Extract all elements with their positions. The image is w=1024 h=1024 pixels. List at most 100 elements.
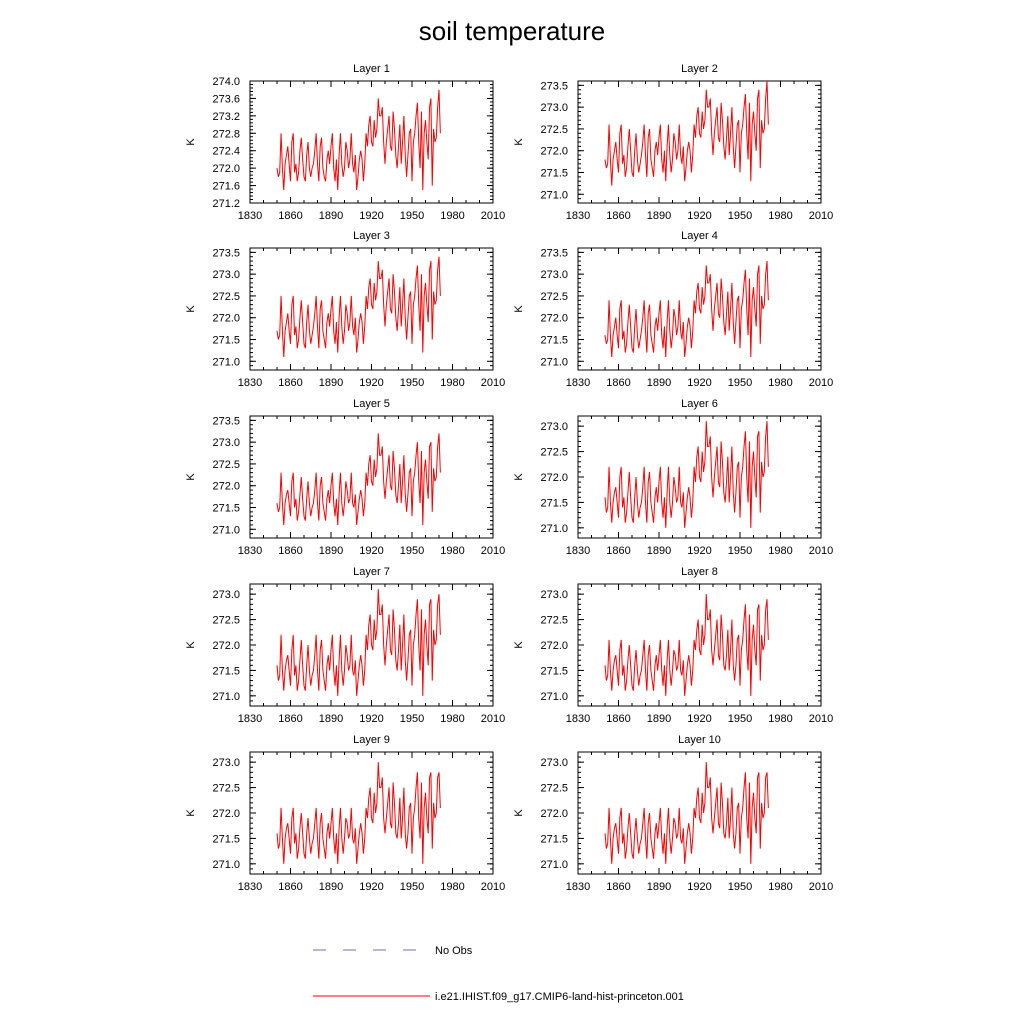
y-axis-label: K <box>513 641 525 649</box>
x-tick-label: 1920 <box>687 713 711 725</box>
panel-layer-1: Layer 1 1830 1860 1890 1920 1950 1980 2010 271.2… <box>185 63 505 222</box>
y-tick-label: 272.5 <box>540 615 568 627</box>
y-tick-label: 273.0 <box>212 269 240 281</box>
x-tick-label: 1920 <box>687 210 711 222</box>
x-tick-label: 1890 <box>319 545 343 557</box>
x-tick-label: 1980 <box>768 713 792 725</box>
y-tick-label: 272.5 <box>540 291 568 303</box>
x-tick-label: 1860 <box>606 377 630 389</box>
x-tick-label: 1920 <box>359 210 383 222</box>
x-tick-label: 2010 <box>481 377 505 389</box>
x-tick-label: 1890 <box>319 713 343 725</box>
y-axis-label: K <box>513 473 525 481</box>
x-tick-label: 1980 <box>440 210 464 222</box>
y-tick-label: 272.5 <box>212 459 240 471</box>
x-tick-label: 1830 <box>238 210 262 222</box>
x-tick-label: 1890 <box>319 881 343 893</box>
x-tick-label: 1950 <box>728 545 752 557</box>
plot-frame <box>249 247 494 371</box>
x-tick-label: 1860 <box>606 210 630 222</box>
y-tick-label: 271.0 <box>540 356 568 368</box>
x-tick-label: 1890 <box>319 210 343 222</box>
y-tick-label: 273.0 <box>540 589 568 601</box>
y-tick-label: 273.2 <box>212 111 240 123</box>
x-tick-label: 1890 <box>647 210 671 222</box>
y-tick-label: 273.6 <box>212 93 240 105</box>
legend-label-model: i.e21.IHIST.f09_g17.CMIP6-land-hist-prin… <box>435 991 684 1003</box>
panel-layer-8: Layer 8 1830 1860 1890 1920 1950 1980 2010 271.0… <box>513 566 833 725</box>
x-tick-label: 1860 <box>606 713 630 725</box>
y-tick-label: 271.5 <box>212 503 240 515</box>
x-tick-label: 1950 <box>400 881 424 893</box>
y-tick-label: 273.0 <box>212 589 240 601</box>
x-tick-label: 1950 <box>400 377 424 389</box>
panel-title: Layer 3 <box>353 230 390 242</box>
legend-label-no-obs: No Obs <box>435 945 473 957</box>
y-tick-label: 272.0 <box>212 640 240 652</box>
x-tick-label: 1950 <box>728 881 752 893</box>
panel-layer-3: Layer 3 1830 1860 1890 1920 1950 1980 2010 271.0… <box>185 230 505 389</box>
y-tick-label: 272.5 <box>212 615 240 627</box>
y-tick-label: 273.0 <box>212 757 240 769</box>
x-tick-label: 1920 <box>359 713 383 725</box>
y-tick-label: 273.5 <box>540 247 568 259</box>
series-line <box>604 421 769 528</box>
panel-layer-9: Layer 9 1830 1860 1890 1920 1950 1980 2010 271.0… <box>185 734 505 893</box>
panel-title: Layer 6 <box>681 398 718 410</box>
plot-frame <box>577 80 822 204</box>
x-tick-label: 1980 <box>768 881 792 893</box>
y-tick-label: 271.0 <box>540 189 568 201</box>
y-tick-label: 271.0 <box>212 691 240 703</box>
panel-layer-10: Layer 10 1830 1860 1890 1920 1950 1980 2010 271.… <box>513 734 833 893</box>
y-tick-label: 271.0 <box>540 859 568 871</box>
y-tick-label: 273.0 <box>540 269 568 281</box>
x-tick-label: 1950 <box>728 210 752 222</box>
y-tick-label: 272.0 <box>212 481 240 493</box>
y-tick-label: 273.5 <box>212 415 240 427</box>
y-tick-label: 271.5 <box>540 833 568 845</box>
y-tick-label: 272.0 <box>540 313 568 325</box>
x-tick-label: 2010 <box>809 545 833 557</box>
x-tick-label: 1920 <box>687 881 711 893</box>
series-line <box>604 762 769 864</box>
x-tick-label: 1950 <box>728 377 752 389</box>
panel-title: Layer 5 <box>353 398 390 410</box>
y-tick-label: 271.6 <box>212 181 240 193</box>
x-tick-label: 2010 <box>809 210 833 222</box>
y-tick-label: 271.2 <box>212 198 240 210</box>
series-line <box>604 80 769 186</box>
y-tick-label: 271.5 <box>540 497 568 509</box>
x-tick-label: 2010 <box>481 881 505 893</box>
x-tick-label: 2010 <box>809 713 833 725</box>
x-tick-label: 2010 <box>809 377 833 389</box>
y-tick-label: 273.5 <box>540 80 568 92</box>
x-tick-label: 1830 <box>566 545 590 557</box>
x-tick-label: 1830 <box>238 713 262 725</box>
chart-panels: Layer 1 1830 1860 1890 1920 1950 1980 2010 271.2… <box>185 63 833 893</box>
x-tick-label: 1950 <box>400 210 424 222</box>
y-tick-label: 271.5 <box>540 168 568 180</box>
y-tick-label: 272.5 <box>540 124 568 136</box>
x-tick-label: 1950 <box>400 545 424 557</box>
y-tick-label: 272.0 <box>540 146 568 158</box>
y-tick-label: 272.0 <box>540 640 568 652</box>
x-tick-label: 1890 <box>647 377 671 389</box>
panel-layer-4: Layer 4 1830 1860 1890 1920 1950 1980 2010 271.0… <box>513 230 833 389</box>
y-axis-label: K <box>185 138 197 146</box>
panel-title: Layer 8 <box>681 566 718 578</box>
y-tick-label: 273.0 <box>540 102 568 114</box>
series-line <box>276 89 441 190</box>
x-tick-label: 1860 <box>278 210 302 222</box>
x-tick-label: 1920 <box>359 545 383 557</box>
x-tick-label: 2010 <box>481 545 505 557</box>
series-line <box>604 594 769 696</box>
y-tick-label: 271.0 <box>212 859 240 871</box>
y-tick-label: 272.5 <box>540 447 568 459</box>
y-axis-label: K <box>513 138 525 146</box>
y-axis-label: K <box>513 809 525 817</box>
x-tick-label: 1830 <box>238 377 262 389</box>
x-tick-label: 1920 <box>359 377 383 389</box>
panel-title: Layer 9 <box>353 734 390 746</box>
x-tick-label: 1980 <box>768 377 792 389</box>
